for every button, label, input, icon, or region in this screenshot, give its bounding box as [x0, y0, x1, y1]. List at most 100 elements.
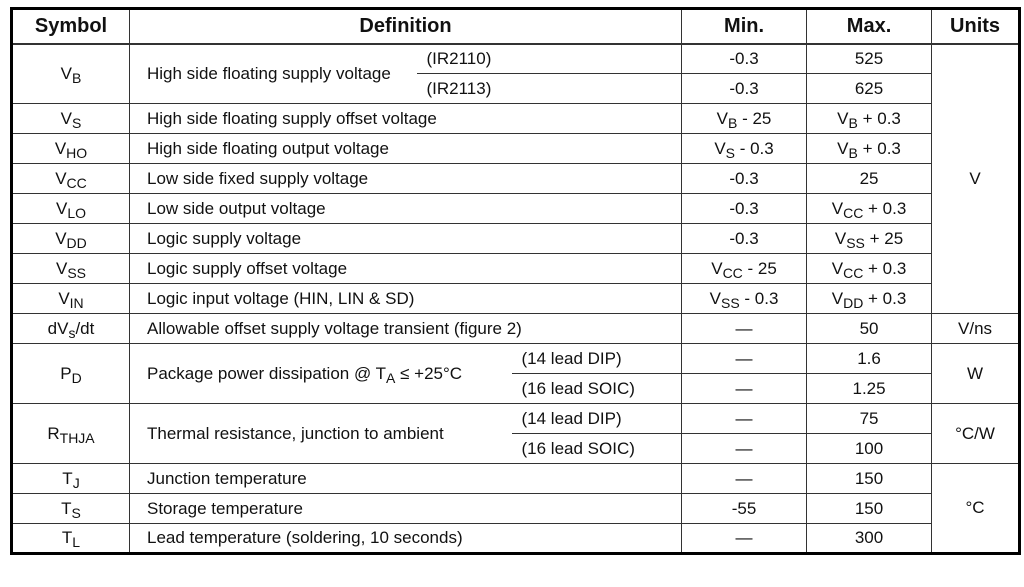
- symbol-cell: VS: [11, 103, 130, 134]
- table-row: (16 lead SOIC) — 1.25: [12, 373, 1020, 404]
- definition-cell: Logic supply voltage: [129, 223, 682, 254]
- text-segment: 75: [859, 408, 879, 428]
- text-segment: + 0.3: [863, 258, 907, 278]
- subscript: HO: [66, 144, 88, 161]
- definition-cell: Logic supply offset voltage: [129, 253, 682, 284]
- text-segment: -0.3: [729, 228, 759, 248]
- text-segment: dV: [47, 318, 69, 338]
- text-segment: V: [834, 228, 847, 248]
- subscript: B: [728, 114, 738, 131]
- subscript: s: [68, 324, 76, 341]
- table-row: VHO High side floating output voltage VS -…: [11, 133, 1020, 164]
- text-segment: High side floating supply voltage: [147, 63, 391, 83]
- text-segment: + 0.3: [863, 198, 907, 218]
- subscript: D: [71, 369, 82, 386]
- min-cell: —: [681, 343, 807, 374]
- table-row: dVs/dt Allowable offset supply voltage tr…: [11, 313, 1020, 344]
- text-segment: + 0.3: [857, 138, 901, 158]
- min-cell: -0.3: [681, 193, 807, 224]
- min-cell: VS - 0.3: [681, 133, 807, 164]
- subscript: B: [848, 144, 858, 161]
- symbol-cell: VB: [11, 43, 130, 104]
- symbol-cell: TL: [11, 523, 130, 554]
- min-cell: —: [681, 403, 807, 434]
- text-segment: V: [58, 288, 70, 308]
- table-row: VIN Logic input voltage (HIN, LIN & SD) VS…: [11, 283, 1020, 314]
- text-segment: V: [831, 288, 844, 308]
- min-cell: —: [681, 313, 807, 344]
- max-cell: VB + 0.3: [806, 103, 932, 134]
- text-segment: —: [735, 528, 753, 547]
- text-segment: V: [55, 258, 68, 278]
- text-segment: V: [55, 198, 68, 218]
- subscript: CC: [843, 204, 864, 221]
- definition-cell: Logic input voltage (HIN, LIN & SD): [129, 283, 682, 314]
- max-cell: 100: [806, 433, 932, 464]
- text-segment: V: [711, 258, 723, 278]
- text-segment: —: [735, 468, 753, 488]
- max-cell: VCC + 0.3: [806, 193, 932, 224]
- text-segment: —: [735, 408, 753, 428]
- max-cell: 625: [806, 73, 932, 104]
- min-cell: -0.3: [681, 163, 807, 194]
- min-cell: —: [681, 433, 807, 464]
- table-row: (16 lead SOIC) — 100: [12, 433, 1020, 464]
- table-row: VDD Logic supply voltage -0.3 VSS + 25: [11, 223, 1020, 254]
- min-cell: —: [681, 373, 807, 404]
- text-segment: + 0.3: [857, 108, 901, 128]
- text-segment: -0.3: [729, 78, 759, 98]
- subscript: SS: [67, 264, 87, 281]
- max-cell: 150: [806, 493, 932, 524]
- definition-cell: Junction temperature: [129, 463, 682, 494]
- definition-cell: Storage temperature: [129, 493, 682, 524]
- text-segment: V: [831, 258, 844, 278]
- qualifier-cell: (IR2113): [416, 73, 682, 104]
- table-row: VLO Low side output voltage -0.3 VCC + 0.3: [11, 193, 1020, 224]
- text-segment: V: [60, 108, 72, 128]
- min-cell: -0.3: [681, 73, 807, 104]
- subscript: SS: [846, 234, 865, 251]
- text-segment: ≤ +25°C: [395, 363, 463, 383]
- text-segment: V: [837, 108, 849, 128]
- units-cell: W: [931, 343, 1020, 404]
- subscript: SS: [720, 294, 740, 311]
- text-segment: 100: [854, 438, 884, 458]
- symbol-cell: TS: [11, 493, 130, 524]
- text-segment: 300: [854, 528, 884, 547]
- text-segment: - 0.3: [739, 288, 779, 308]
- units-cell: V: [931, 43, 1020, 314]
- max-cell: 525: [806, 43, 932, 74]
- symbol-cell: TJ: [11, 463, 130, 494]
- symbol-cell: VSS: [11, 253, 130, 284]
- text-segment: Allowable offset supply voltage transien…: [147, 318, 522, 338]
- text-segment: - 25: [737, 108, 772, 128]
- max-cell: 1.25: [806, 373, 932, 404]
- text-segment: - 0.3: [735, 138, 774, 158]
- text-segment: 1.6: [857, 348, 881, 368]
- subscript: J: [72, 474, 80, 491]
- text-segment: V: [709, 288, 721, 308]
- symbol-cell: PD: [11, 343, 130, 404]
- text-segment: —: [735, 438, 753, 458]
- text-segment: 625: [854, 78, 884, 98]
- qualifier-cell: (16 lead SOIC): [511, 433, 682, 464]
- text-segment: —: [735, 348, 753, 368]
- table-row: TS Storage temperature -55 150: [11, 493, 1020, 524]
- text-segment: 1.25: [852, 378, 886, 398]
- qualifier-cell: (IR2110): [416, 43, 682, 74]
- text-segment: High side floating supply offset voltage: [147, 108, 437, 128]
- symbol-cell: RTHJA: [11, 403, 130, 464]
- text-segment: 150: [854, 468, 884, 488]
- text-segment: V: [716, 108, 729, 128]
- subscript: DD: [843, 294, 864, 311]
- text-segment: Low side output voltage: [147, 198, 326, 218]
- text-segment: -0.3: [729, 168, 759, 188]
- table-row: RTHJA Thermal resistance, junction to amb…: [11, 403, 1020, 464]
- subscript: LO: [67, 204, 87, 221]
- subscript: L: [72, 534, 81, 550]
- subscript: S: [725, 144, 735, 161]
- text-segment: 150: [854, 498, 884, 518]
- definition-cell: High side floating supply voltage: [129, 43, 417, 104]
- text-segment: V: [831, 198, 844, 218]
- text-segment: V: [60, 63, 72, 83]
